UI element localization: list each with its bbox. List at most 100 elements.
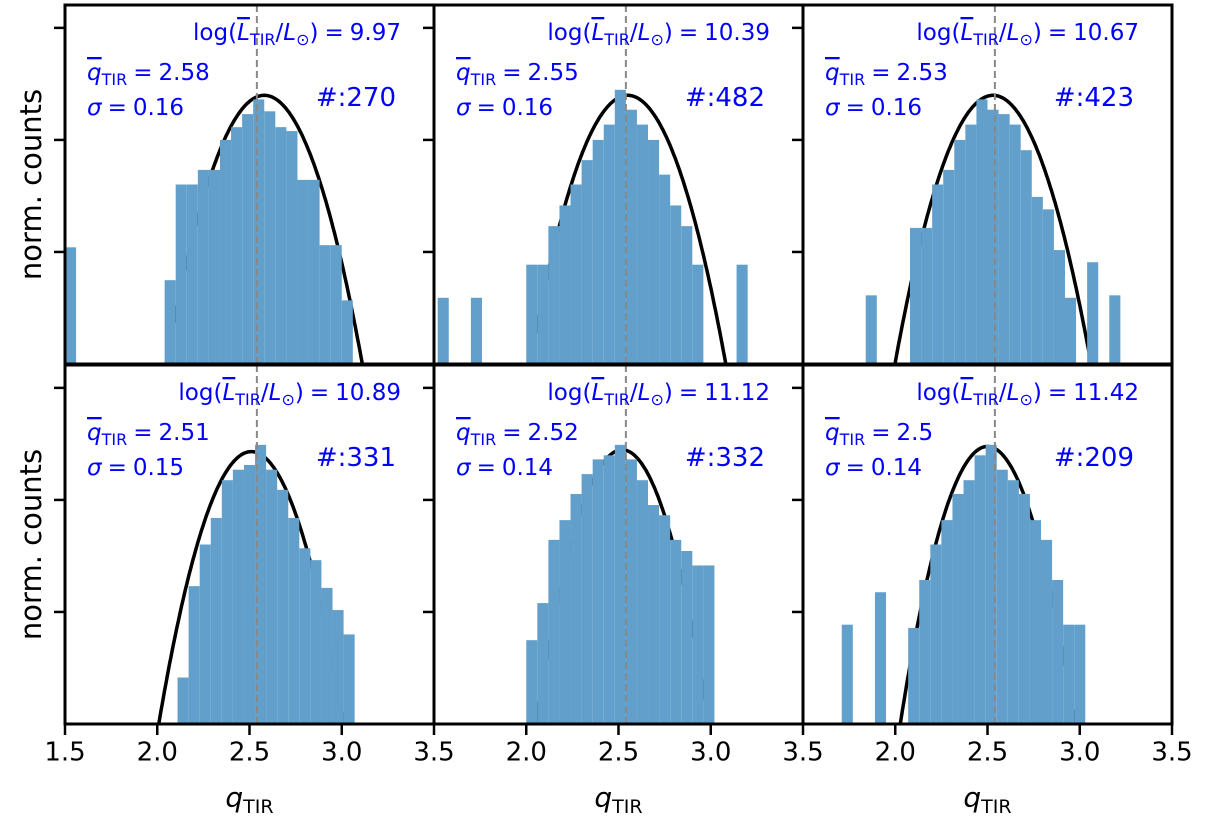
sigma-label: σ = 0.14 <box>825 455 922 481</box>
luminosity-label-part: TIR <box>603 390 630 409</box>
sigma-label-part: σ <box>87 95 103 121</box>
luminosity-label-part: ⊙ <box>1019 30 1032 49</box>
bar <box>242 114 254 364</box>
bar <box>208 169 220 364</box>
luminosity-label-part: log( <box>916 380 960 406</box>
count-label-part: 482 <box>715 83 765 113</box>
count-label-part: #: <box>685 83 716 113</box>
bar <box>1052 579 1064 724</box>
count-label-part: #: <box>1054 83 1085 113</box>
mean-label-part: 2.53 <box>897 60 948 86</box>
bar <box>614 89 626 365</box>
bar <box>965 124 977 364</box>
bar <box>1053 250 1065 364</box>
sigma-label-part: σ <box>825 95 841 121</box>
bar <box>266 469 278 724</box>
luminosity-label-part: / <box>261 380 269 406</box>
bar <box>921 227 933 364</box>
luminosity-label-part: L <box>960 20 973 46</box>
luminosity-label-part: ⊙ <box>650 390 663 409</box>
bar <box>932 184 944 364</box>
bar <box>614 444 626 724</box>
bar <box>277 489 289 724</box>
bar <box>210 517 222 724</box>
bar <box>253 99 265 365</box>
x-axis-label: qTIR <box>963 781 1011 816</box>
bar <box>648 139 660 364</box>
sigma-label-part: σ <box>456 455 472 481</box>
luminosity-label: log(LTIR/L⊙) = 9.97 <box>193 20 401 49</box>
bar <box>1020 150 1032 364</box>
bar <box>299 548 311 724</box>
count-label-part: 331 <box>346 443 396 473</box>
luminosity-label-part: ) <box>664 20 673 46</box>
luminosity-label-part: ) <box>664 380 673 406</box>
bar <box>343 634 355 724</box>
luminosity-label: log(LTIR/L⊙) = 10.67 <box>916 20 1139 49</box>
x-tick-label: 3.5 <box>1151 738 1192 768</box>
bar <box>65 247 77 364</box>
bar <box>1041 539 1053 724</box>
mean-label: qTIR = 2.51 <box>87 420 210 449</box>
luminosity-label: log(LTIR/L⊙) = 11.12 <box>547 380 770 409</box>
bar <box>570 184 582 364</box>
bar <box>581 160 593 364</box>
count-label-part: 209 <box>1084 443 1134 473</box>
bar <box>255 444 267 724</box>
panel <box>893 93 1093 364</box>
bar <box>692 565 704 724</box>
x-axis-label: qTIR <box>594 781 642 816</box>
sigma-label-part: 0.15 <box>133 455 184 481</box>
mean-label-part: q <box>825 420 840 446</box>
mean-label-part: 2.5 <box>897 420 934 446</box>
mean-label-part: TIR <box>101 430 128 449</box>
luminosity-label-part: TIR <box>249 30 276 49</box>
bar <box>308 179 320 364</box>
x-tick-label: 3.5 <box>413 738 454 768</box>
bar <box>1031 196 1043 364</box>
bar <box>264 111 276 364</box>
luminosity-label: log(LTIR/L⊙) = 10.39 <box>547 20 770 49</box>
luminosity-label-part: L <box>1007 20 1020 46</box>
luminosity-label: log(LTIR/L⊙) = 10.89 <box>178 380 401 409</box>
luminosity-label-part: log( <box>178 380 222 406</box>
luminosity-label-part: 9.97 <box>350 20 401 46</box>
luminosity-label-part: 11.42 <box>1073 380 1139 406</box>
bar <box>437 297 449 364</box>
bar <box>987 109 999 365</box>
bar <box>332 610 344 724</box>
bar <box>581 474 593 724</box>
count-label: #:270 <box>316 83 396 113</box>
x-axis-label-part: TIR <box>980 796 1011 816</box>
mean-label: qTIR = 2.58 <box>87 60 210 89</box>
bar <box>636 124 649 364</box>
luminosity-label-part: 11.12 <box>704 380 770 406</box>
luminosity-label-part: / <box>999 380 1007 406</box>
luminosity-label-part: log( <box>916 20 960 46</box>
sigma-label-part: = <box>846 95 865 121</box>
bar <box>288 517 300 724</box>
luminosity-label-part: TIR <box>972 30 999 49</box>
bar <box>1018 493 1030 724</box>
mean-label: qTIR = 2.5 <box>825 420 933 449</box>
bar <box>648 505 660 724</box>
bar <box>1042 209 1054 364</box>
sigma-label-part: σ <box>825 455 841 481</box>
bar <box>188 586 200 724</box>
luminosity-label-part: L <box>222 380 235 406</box>
count-label-part: #: <box>685 443 716 473</box>
luminosity-label-part: L <box>591 380 604 406</box>
count-label-part: #: <box>316 83 347 113</box>
mean-label-part: q <box>456 420 471 446</box>
mean-label-part: = <box>871 420 890 446</box>
luminosity-label-part: log( <box>547 20 591 46</box>
fit-curve <box>893 93 1093 364</box>
bar <box>919 579 931 724</box>
sigma-label-part: 0.14 <box>871 455 922 481</box>
bar <box>1109 295 1121 364</box>
count-label: #:331 <box>316 443 396 473</box>
x-tick-label: 2.0 <box>137 738 178 768</box>
mean-label: qTIR = 2.52 <box>456 420 579 449</box>
bar <box>954 139 966 364</box>
